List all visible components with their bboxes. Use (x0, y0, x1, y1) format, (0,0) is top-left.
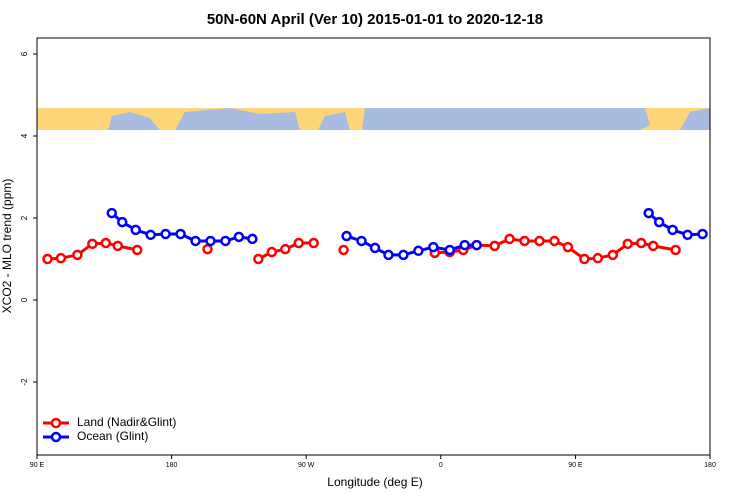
x-tick-label: 90 E (568, 462, 583, 469)
data-point (383, 249, 394, 261)
data-point (280, 243, 291, 255)
data-point (607, 249, 619, 261)
data-point (112, 240, 124, 252)
data-point (253, 253, 264, 265)
legend-label: Land (Nadir&Glint) (77, 415, 176, 429)
data-point (653, 216, 665, 228)
y-tick-label: -2 (20, 378, 29, 386)
data-point (130, 224, 141, 236)
x-tick-label: 180 (704, 462, 716, 469)
data-point (534, 235, 545, 247)
series-line (110, 211, 703, 257)
data-point (471, 239, 482, 251)
data-point (308, 237, 319, 249)
data-point (87, 238, 98, 250)
data-point (202, 243, 213, 255)
data-point (247, 233, 258, 245)
data-point (697, 228, 708, 240)
data-point (398, 249, 409, 261)
data-point (667, 224, 678, 236)
data-point (682, 229, 693, 241)
data-point (145, 229, 156, 241)
data-point (220, 235, 231, 247)
x-tick-label: 90 E (30, 462, 45, 469)
map-strip (37, 108, 710, 130)
data-point (175, 228, 186, 240)
data-point (72, 249, 83, 261)
y-axis-label: XCO2 - MLO trend (ppm) (0, 179, 14, 314)
data-point (233, 231, 245, 243)
data-point (670, 244, 681, 256)
data-point (519, 235, 530, 247)
data-point (100, 237, 112, 249)
data-point (504, 233, 515, 245)
data-point (338, 244, 349, 256)
data-point (190, 235, 201, 247)
data-point (592, 252, 604, 264)
data-point (444, 244, 456, 256)
data-point (622, 238, 633, 250)
data-point (428, 241, 439, 253)
data-point (42, 253, 53, 265)
x-tick-label: 90 W (298, 462, 315, 469)
y-tick-label: 2 (20, 215, 29, 220)
data-point (413, 245, 424, 257)
data-point (55, 252, 67, 264)
data-point (549, 235, 560, 247)
x-tick-label: 180 (166, 462, 178, 469)
data-point (131, 244, 143, 256)
plot-frame (36, 37, 711, 456)
y-tick-label: 4 (20, 133, 29, 138)
data-point (293, 237, 304, 249)
data-point (160, 228, 171, 240)
data-point (635, 237, 647, 249)
data-point (369, 242, 381, 254)
data-point (459, 239, 470, 251)
data-point (643, 207, 654, 219)
data-point (647, 240, 659, 252)
data-point (356, 235, 367, 247)
legend-marker (50, 431, 62, 443)
data-point (562, 241, 574, 253)
data-point (579, 253, 590, 265)
legend-label: Ocean (Glint) (77, 429, 148, 443)
data-point (205, 235, 216, 247)
x-axis-label: Longitude (deg E) (327, 475, 422, 489)
y-tick-label: 6 (20, 51, 29, 56)
y-tick-label: 0 (20, 297, 29, 302)
chart-title: 50N-60N April (Ver 10) 2015-01-01 to 202… (207, 11, 543, 28)
map-ocean (108, 108, 710, 130)
data-point (106, 207, 118, 219)
data-point (341, 230, 352, 242)
data-point (116, 216, 128, 228)
legend-marker (50, 417, 62, 429)
data-point (489, 240, 500, 252)
data-point (266, 246, 278, 258)
x-tick-label: 0 (439, 462, 443, 469)
